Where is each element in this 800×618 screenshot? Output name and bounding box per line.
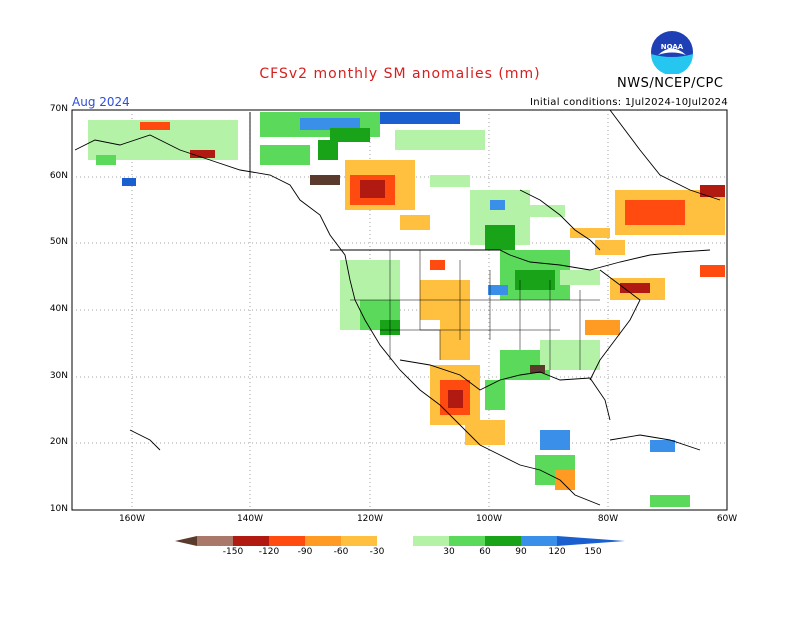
anomaly-patch (585, 320, 620, 335)
anomaly-patch (190, 150, 215, 158)
lon-label: 140W (236, 514, 264, 524)
colorbar-tick: -60 (333, 547, 349, 557)
colorbar-tick: 150 (584, 547, 602, 557)
anomaly-patch (530, 365, 545, 373)
lat-label: 60N (49, 171, 68, 181)
anomaly-patch (485, 225, 515, 250)
initial-conditions-label: Initial conditions: 1Jul2024-10Jul2024 (530, 97, 728, 108)
anomaly-patch (620, 283, 650, 293)
anomaly-patch (430, 260, 445, 270)
colorbar-tick: -30 (369, 547, 385, 557)
anomaly-patch (330, 128, 370, 142)
anomaly-patch (520, 205, 565, 217)
colorbar-tick: 120 (548, 547, 566, 557)
anomaly-patch (700, 265, 725, 277)
anomaly-patch (540, 340, 600, 370)
anomaly-patch (570, 228, 610, 238)
colorbar-tick: 60 (479, 547, 491, 557)
anomaly-patch (560, 270, 600, 285)
map-title: CFSv2 monthly SM anomalies (mm) (259, 66, 541, 82)
colorbar-tick: -150 (222, 547, 244, 557)
lon-label: 160W (118, 514, 146, 524)
anomaly-patch (625, 200, 685, 225)
anomaly-patch (650, 440, 675, 452)
anomaly-patch (430, 175, 470, 187)
valid-month-label: Aug 2024 (72, 95, 130, 109)
anomaly-patch (310, 175, 340, 185)
anomaly-patch (440, 320, 470, 360)
logo-text: NOAA (661, 43, 684, 51)
lat-label: 30N (49, 371, 68, 381)
lon-label: 120W (356, 514, 384, 524)
lat-label: 50N (49, 237, 68, 247)
anomaly-patch (515, 270, 555, 290)
anomaly-patch (490, 200, 505, 210)
anomaly-patch (650, 495, 690, 507)
anomaly-patch (140, 122, 170, 130)
colorbar-tick: 90 (515, 547, 527, 557)
anomaly-patch (395, 130, 485, 150)
anomaly-patch (400, 215, 430, 230)
lat-label: 70N (49, 104, 68, 114)
anomaly-patch (96, 155, 116, 165)
colorbar-tick: 30 (443, 547, 455, 557)
lat-label: 40N (49, 304, 68, 314)
noaa-logo-icon: NOAA (651, 31, 693, 74)
state-borders (350, 250, 600, 370)
anomaly-patch (700, 185, 725, 197)
org-label: NWS/NCEP/CPC (617, 76, 724, 91)
lat-label: 20N (49, 437, 68, 447)
anomaly-patch (555, 470, 575, 490)
colorbar-tick: -90 (297, 547, 313, 557)
anomaly-patch (380, 112, 460, 124)
anomaly-patch (360, 180, 385, 198)
anomaly-patch (448, 390, 463, 408)
coastlines (74, 109, 721, 506)
anomaly-patch (465, 420, 505, 445)
anomaly-patch (300, 118, 360, 130)
lon-label: 100W (475, 514, 503, 524)
lon-label: 60W (716, 514, 738, 524)
lat-label: 10N (49, 504, 68, 514)
anomaly-patch (485, 380, 505, 410)
anomaly-patch (318, 140, 338, 160)
anomaly-patch (540, 430, 570, 450)
anomaly-patch (260, 145, 310, 165)
anomaly-patch (595, 240, 625, 255)
anomaly-patch (122, 178, 136, 186)
anomaly-patch (488, 285, 508, 295)
colorbar-tick: -120 (258, 547, 280, 557)
lon-label: 80W (597, 514, 619, 524)
